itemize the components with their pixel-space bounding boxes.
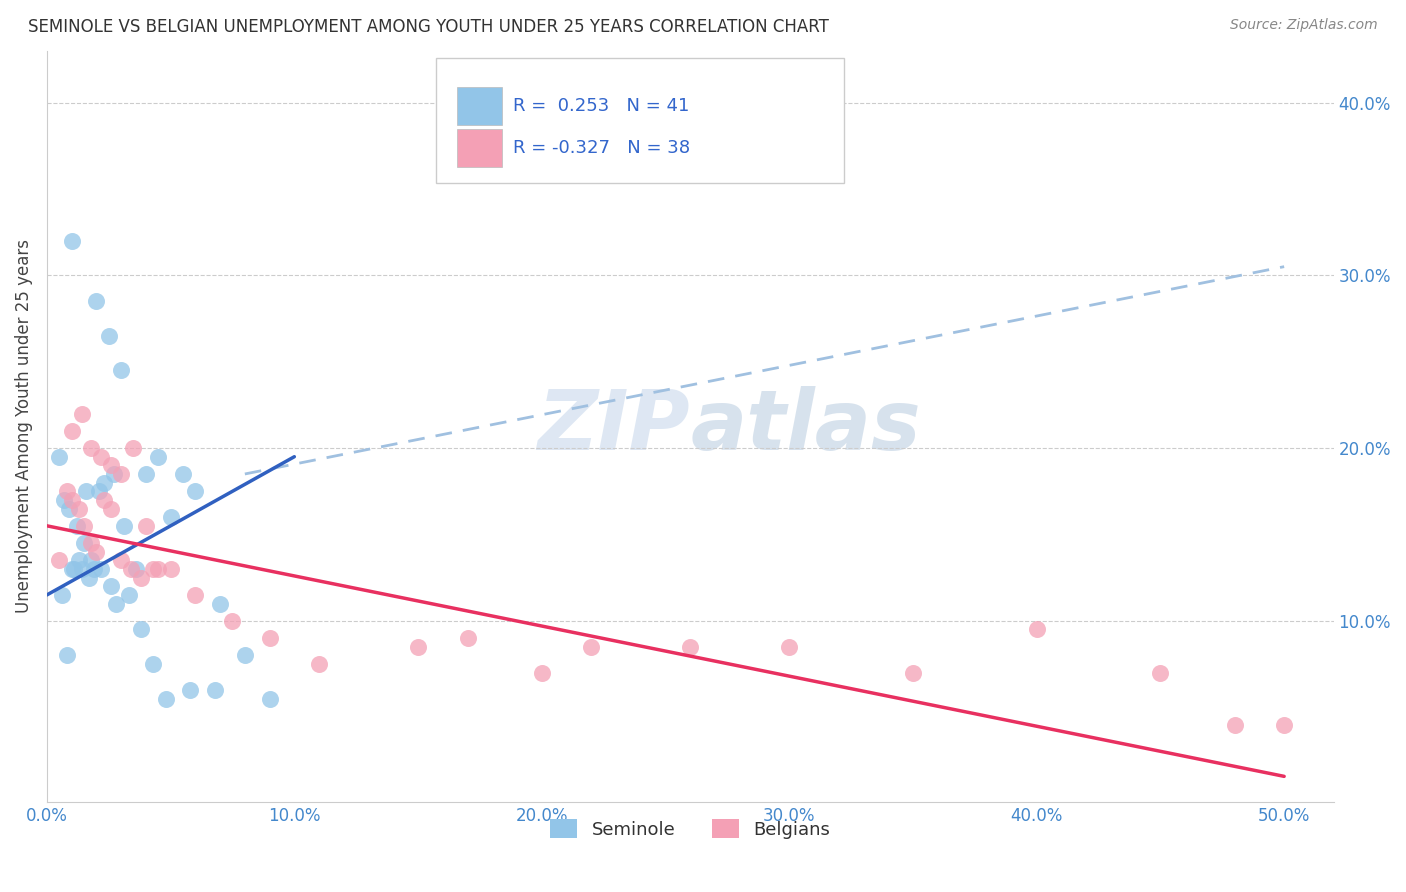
Seminole: [86, 294, 108, 309]
Belgians: [406, 640, 429, 654]
Belgians: [1272, 717, 1295, 731]
Seminole: [77, 571, 100, 585]
Seminole: [80, 553, 103, 567]
Seminole: [179, 683, 201, 698]
Text: atlas: atlas: [690, 386, 921, 467]
Belgians: [110, 553, 132, 567]
Seminole: [135, 467, 157, 481]
Seminole: [105, 597, 128, 611]
Belgians: [778, 640, 800, 654]
Text: Source: ZipAtlas.com: Source: ZipAtlas.com: [1230, 18, 1378, 32]
Belgians: [60, 424, 83, 438]
Seminole: [125, 562, 148, 576]
Seminole: [63, 562, 86, 576]
Belgians: [90, 450, 112, 464]
Seminole: [70, 562, 93, 576]
Belgians: [110, 467, 132, 481]
Seminole: [83, 562, 105, 576]
Seminole: [103, 467, 125, 481]
Seminole: [110, 363, 132, 377]
Seminole: [55, 648, 77, 663]
Seminole: [117, 588, 139, 602]
Seminole: [172, 467, 194, 481]
Legend: Seminole, Belgians: Seminole, Belgians: [543, 812, 838, 846]
Seminole: [142, 657, 165, 671]
Seminole: [204, 683, 226, 698]
Seminole: [60, 234, 83, 248]
Belgians: [142, 562, 165, 576]
Seminole: [73, 536, 96, 550]
Seminole: [259, 691, 281, 706]
Belgians: [80, 441, 103, 455]
Belgians: [100, 501, 122, 516]
Belgians: [55, 484, 77, 499]
Text: SEMINOLE VS BELGIAN UNEMPLOYMENT AMONG YOUTH UNDER 25 YEARS CORRELATION CHART: SEMINOLE VS BELGIAN UNEMPLOYMENT AMONG Y…: [28, 18, 830, 36]
Belgians: [70, 407, 93, 421]
Belgians: [122, 441, 145, 455]
Belgians: [581, 640, 603, 654]
Seminole: [51, 588, 73, 602]
Seminole: [233, 648, 256, 663]
Belgians: [184, 588, 207, 602]
Y-axis label: Unemployment Among Youth under 25 years: Unemployment Among Youth under 25 years: [15, 239, 32, 614]
Belgians: [308, 657, 330, 671]
Belgians: [148, 562, 170, 576]
Seminole: [148, 450, 170, 464]
Seminole: [112, 518, 135, 533]
Seminole: [58, 501, 80, 516]
Seminole: [184, 484, 207, 499]
Belgians: [159, 562, 181, 576]
Text: ZIP: ZIP: [537, 386, 690, 467]
Seminole: [60, 562, 83, 576]
Seminole: [97, 328, 120, 343]
Seminole: [129, 623, 152, 637]
Belgians: [259, 631, 281, 645]
Seminole: [159, 510, 181, 524]
Belgians: [530, 665, 553, 680]
Seminole: [90, 562, 112, 576]
Belgians: [135, 518, 157, 533]
Seminole: [48, 450, 70, 464]
Belgians: [100, 458, 122, 473]
Seminole: [53, 492, 76, 507]
Belgians: [48, 553, 70, 567]
Seminole: [76, 484, 98, 499]
Text: R = -0.327   N = 38: R = -0.327 N = 38: [513, 139, 690, 157]
Seminole: [93, 475, 115, 490]
Belgians: [221, 614, 243, 628]
Belgians: [457, 631, 479, 645]
Belgians: [67, 501, 90, 516]
Text: R =  0.253   N = 41: R = 0.253 N = 41: [513, 97, 689, 115]
Seminole: [155, 691, 177, 706]
Seminole: [209, 597, 232, 611]
Seminole: [87, 484, 110, 499]
Belgians: [73, 518, 96, 533]
Belgians: [80, 536, 103, 550]
Belgians: [679, 640, 702, 654]
Belgians: [901, 665, 924, 680]
Belgians: [1223, 717, 1246, 731]
Seminole: [100, 579, 122, 593]
Belgians: [129, 571, 152, 585]
Belgians: [86, 545, 108, 559]
Belgians: [93, 492, 115, 507]
Seminole: [67, 553, 90, 567]
Belgians: [1025, 623, 1047, 637]
Belgians: [1149, 665, 1171, 680]
Belgians: [60, 492, 83, 507]
Belgians: [120, 562, 142, 576]
Seminole: [65, 518, 87, 533]
